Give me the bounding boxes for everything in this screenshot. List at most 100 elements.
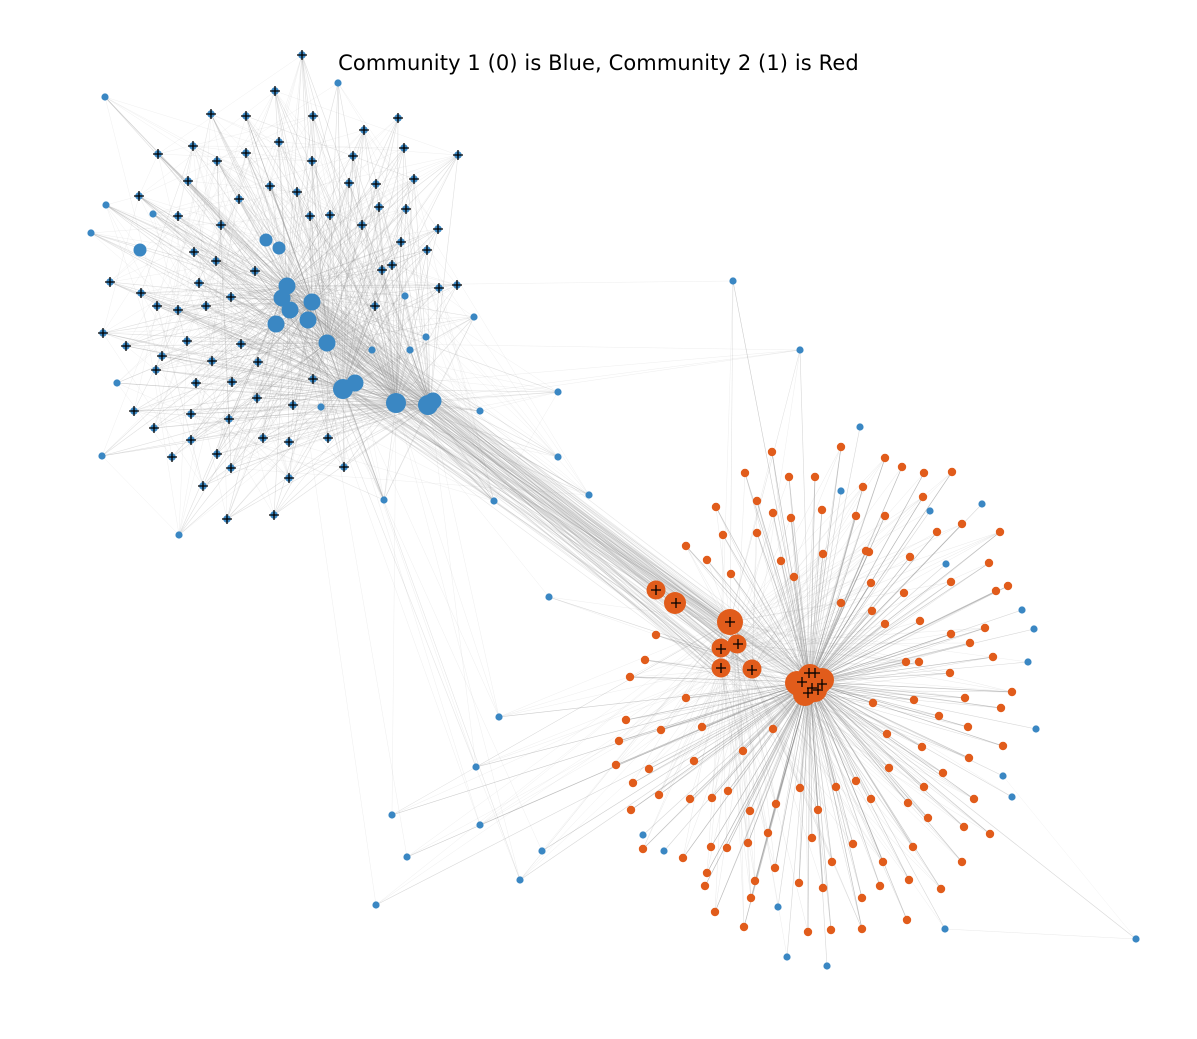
edge [736, 446, 842, 645]
edge [729, 621, 925, 788]
edge [720, 280, 734, 669]
edge [230, 296, 376, 307]
edge [618, 621, 731, 742]
edge [157, 153, 431, 405]
edge [754, 689, 806, 882]
edge [125, 90, 276, 347]
edge [210, 113, 280, 143]
edge [152, 213, 328, 344]
edge [429, 403, 500, 718]
edge [245, 115, 313, 303]
edge [102, 332, 481, 412]
edge [286, 285, 440, 289]
edge [809, 681, 824, 889]
plus-marker [377, 265, 387, 275]
edge [804, 689, 923, 748]
edge [736, 642, 971, 645]
edge [744, 472, 806, 691]
edge [220, 224, 288, 287]
edge [342, 383, 722, 663]
edge [190, 388, 344, 441]
edge [153, 403, 431, 429]
edge [309, 215, 397, 404]
edge [400, 241, 495, 502]
plus-marker [797, 677, 807, 687]
edge [804, 689, 970, 759]
edge [798, 681, 811, 884]
edge [342, 305, 376, 390]
edge [216, 285, 288, 455]
edge [245, 115, 397, 404]
edge [804, 446, 842, 691]
community-2-node [988, 652, 998, 662]
edge [230, 467, 590, 496]
edge [729, 280, 734, 623]
plus-marker [173, 305, 183, 315]
edge [216, 224, 363, 455]
edge [615, 668, 753, 766]
community-1-hub [267, 315, 285, 333]
edge [498, 681, 811, 718]
community-1-node [87, 229, 95, 237]
community-2-node [656, 725, 666, 735]
plus-marker [207, 356, 217, 366]
edge [714, 681, 811, 913]
edge [729, 621, 788, 958]
edge [317, 336, 721, 617]
edge [320, 292, 730, 660]
edge [140, 145, 194, 294]
edge [632, 681, 811, 784]
edge [809, 592, 905, 683]
community-1-hub [346, 374, 364, 392]
edge [286, 285, 377, 906]
edge [211, 360, 397, 404]
edge [326, 342, 590, 496]
edge [215, 260, 481, 412]
edge [335, 350, 820, 691]
edge [155, 369, 397, 404]
edge [216, 270, 256, 455]
edge [375, 183, 397, 404]
edge [804, 689, 890, 769]
edge [689, 681, 811, 800]
edge [155, 285, 288, 371]
community-1-node [102, 201, 110, 209]
edge [391, 681, 811, 816]
edge [311, 301, 385, 501]
edge [689, 689, 806, 800]
edge [342, 388, 385, 501]
edge [153, 182, 350, 429]
edge [326, 241, 402, 344]
edge [288, 402, 397, 443]
edge [736, 643, 744, 752]
edge [156, 305, 431, 405]
edge [804, 515, 857, 691]
edge [195, 382, 344, 390]
edge [809, 496, 924, 683]
edge [751, 515, 857, 670]
edge [342, 154, 459, 390]
edge [375, 117, 399, 185]
community-2-node [969, 794, 979, 804]
edge [326, 129, 365, 344]
edge [804, 689, 942, 890]
edge [809, 426, 861, 683]
edge [751, 457, 886, 670]
edge [205, 305, 344, 390]
edge [375, 154, 459, 185]
edge [809, 681, 884, 863]
edge [751, 668, 944, 774]
edge [326, 117, 399, 344]
edge [138, 195, 397, 404]
community-1-node [545, 593, 553, 601]
edge [156, 305, 344, 390]
edge [729, 280, 734, 623]
edge [342, 249, 428, 390]
edge [286, 115, 314, 287]
edge [804, 496, 924, 691]
edge [105, 204, 373, 351]
edge [262, 178, 415, 439]
edge [301, 54, 385, 501]
edge [630, 681, 811, 811]
edge [216, 402, 397, 455]
